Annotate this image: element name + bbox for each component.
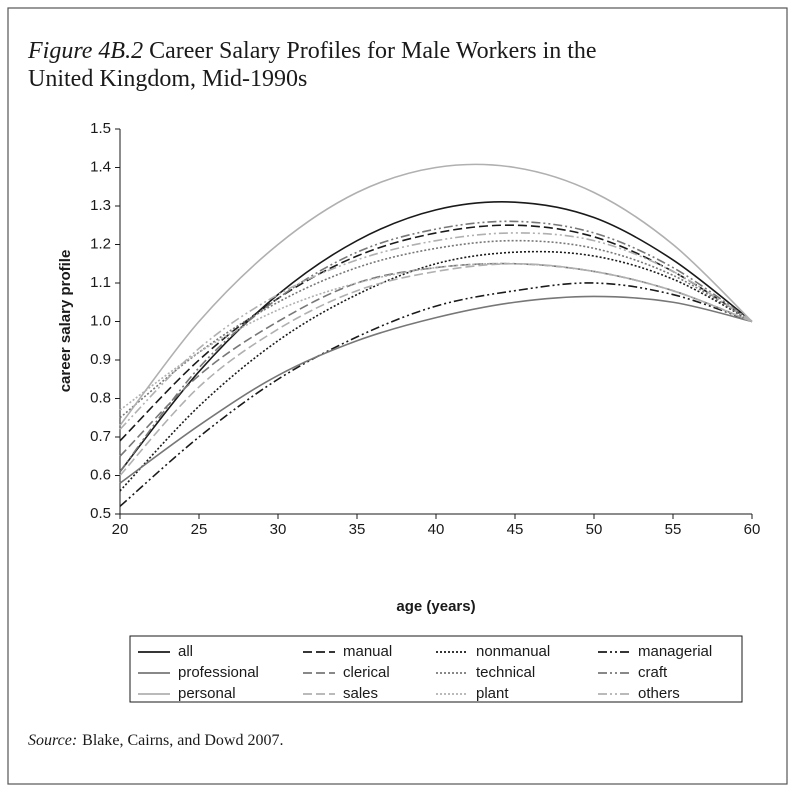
legend bbox=[129, 635, 743, 703]
x-tick-label: 60 bbox=[744, 521, 761, 538]
series-line bbox=[119, 262, 753, 457]
series-line bbox=[119, 282, 753, 507]
series-line bbox=[119, 262, 753, 411]
y-tick-label: 1.1 bbox=[90, 274, 111, 291]
legend-label: professional bbox=[178, 664, 259, 681]
source-label: Source: bbox=[28, 732, 77, 749]
x-tick-label: 20 bbox=[112, 521, 129, 538]
series-line bbox=[119, 220, 753, 473]
legend-label: technical bbox=[476, 664, 535, 681]
legend-label: personal bbox=[178, 685, 236, 702]
y-tick-label: 1.5 bbox=[90, 120, 111, 137]
y-tick-label: 0.9 bbox=[90, 351, 111, 368]
source-text: Blake, Cairns, and Dowd 2007. bbox=[82, 732, 283, 749]
legend-label: plant bbox=[476, 685, 509, 702]
y-tick-label: 0.8 bbox=[90, 389, 111, 406]
series-line bbox=[119, 250, 753, 492]
legend-label: managerial bbox=[638, 643, 712, 660]
x-tick-label: 45 bbox=[507, 521, 524, 538]
y-tick-label: 1.4 bbox=[90, 158, 111, 175]
x-tick-label: 35 bbox=[349, 521, 366, 538]
y-axis-label: career salary profile bbox=[57, 250, 74, 393]
series-line bbox=[119, 262, 753, 477]
figure-label: Figure 4B.2 bbox=[27, 38, 143, 64]
x-tick-label: 55 bbox=[665, 521, 682, 538]
frame bbox=[7, 7, 788, 785]
title-line: Career Salary Profiles for Male Workers … bbox=[149, 38, 596, 64]
x-tick-label: 30 bbox=[270, 521, 287, 538]
y-tick-label: 1.2 bbox=[90, 235, 111, 252]
legend-label: nonmanual bbox=[476, 643, 550, 660]
source: Source: Blake, Cairns, and Dowd 2007. bbox=[28, 732, 283, 749]
legend-label: all bbox=[178, 643, 193, 660]
series-line bbox=[119, 201, 753, 473]
x-tick-label: 40 bbox=[428, 521, 445, 538]
series-line bbox=[119, 224, 753, 442]
series-line bbox=[119, 163, 753, 426]
series-line bbox=[119, 295, 753, 484]
y-tick-label: 0.5 bbox=[90, 505, 111, 522]
chart-title: Figure 4B.2 Career Salary Profiles for Ma… bbox=[27, 38, 597, 92]
legend-label: craft bbox=[638, 664, 668, 681]
y-tick-label: 1.0 bbox=[90, 312, 111, 329]
y-tick-label: 0.6 bbox=[90, 466, 111, 483]
series-line bbox=[119, 232, 753, 430]
legend-label: manual bbox=[343, 643, 392, 660]
series-line bbox=[119, 239, 753, 419]
title-line: United Kingdom, Mid-1990s bbox=[28, 66, 307, 92]
y-tick-label: 0.7 bbox=[90, 428, 111, 445]
legend-label: others bbox=[638, 685, 680, 702]
legend-label: sales bbox=[343, 685, 378, 702]
x-axis-label: age (years) bbox=[396, 598, 475, 615]
x-tick-label: 25 bbox=[191, 521, 208, 538]
legend-label: clerical bbox=[343, 664, 390, 681]
x-tick-label: 50 bbox=[586, 521, 603, 538]
y-tick-label: 1.3 bbox=[90, 197, 111, 214]
